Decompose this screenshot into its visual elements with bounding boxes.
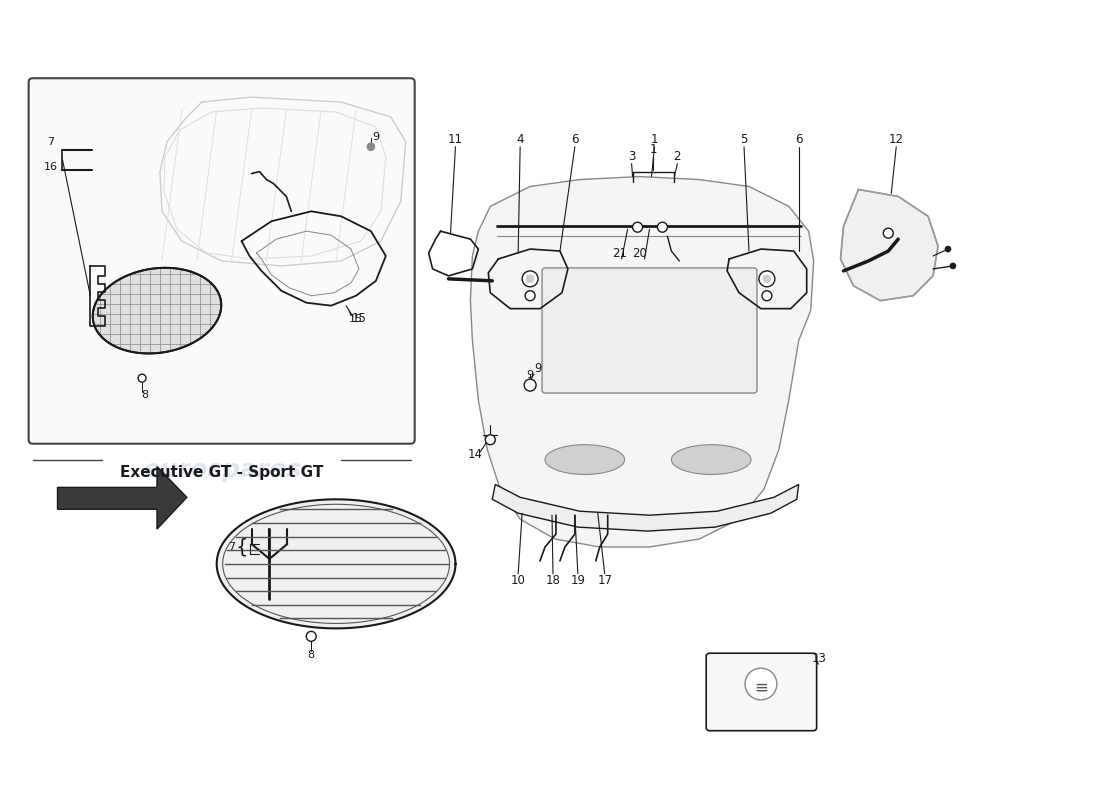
Polygon shape [471, 177, 814, 547]
Text: 3: 3 [628, 150, 636, 163]
Text: 15: 15 [352, 312, 366, 325]
Text: 8: 8 [142, 390, 148, 400]
Circle shape [139, 374, 146, 382]
Polygon shape [217, 499, 455, 629]
Circle shape [139, 374, 146, 382]
FancyBboxPatch shape [706, 654, 816, 730]
Circle shape [632, 222, 642, 232]
Text: 9: 9 [372, 132, 379, 142]
Text: 9: 9 [535, 362, 542, 374]
Text: Executive GT - Sport GT: Executive GT - Sport GT [120, 465, 323, 479]
Circle shape [526, 275, 535, 283]
Text: 7: 7 [228, 542, 235, 552]
Circle shape [762, 290, 772, 301]
Text: eurospares: eurospares [143, 458, 300, 482]
Circle shape [659, 223, 667, 231]
Text: 16: 16 [44, 162, 57, 172]
Circle shape [950, 263, 956, 269]
Circle shape [307, 632, 316, 640]
Circle shape [485, 434, 495, 445]
Text: 5: 5 [740, 134, 748, 146]
Text: 1: 1 [651, 134, 658, 146]
Text: 9: 9 [527, 370, 534, 380]
Circle shape [367, 142, 375, 150]
Circle shape [945, 246, 952, 252]
Text: 6: 6 [795, 134, 803, 146]
Text: 15: 15 [349, 314, 363, 323]
Circle shape [306, 631, 316, 642]
Text: 7: 7 [47, 137, 54, 147]
Text: eurospares: eurospares [540, 284, 698, 308]
Text: 20: 20 [632, 246, 647, 259]
Text: 1: 1 [650, 143, 657, 156]
Circle shape [658, 222, 668, 232]
Text: 19: 19 [571, 574, 585, 587]
Text: 14: 14 [468, 448, 483, 461]
Text: 21: 21 [612, 246, 627, 259]
Polygon shape [92, 268, 221, 354]
Circle shape [763, 275, 771, 283]
Circle shape [883, 228, 893, 238]
Text: eurospares: eurospares [143, 298, 300, 322]
Text: 2: 2 [673, 150, 681, 163]
Text: 4: 4 [516, 134, 524, 146]
Circle shape [522, 271, 538, 286]
Text: 11: 11 [448, 134, 463, 146]
Circle shape [634, 223, 641, 231]
Circle shape [524, 379, 536, 391]
FancyBboxPatch shape [29, 78, 415, 444]
FancyBboxPatch shape [542, 268, 757, 393]
Text: 6: 6 [571, 134, 579, 146]
Text: 13: 13 [811, 652, 826, 665]
Text: 17: 17 [597, 574, 613, 587]
Ellipse shape [544, 445, 625, 474]
Text: 18: 18 [546, 574, 560, 587]
Text: 10: 10 [510, 574, 526, 587]
Text: ≡: ≡ [754, 679, 768, 697]
Polygon shape [57, 466, 187, 529]
Ellipse shape [671, 445, 751, 474]
Circle shape [759, 271, 774, 286]
Text: 8: 8 [308, 650, 315, 660]
Text: eurospares: eurospares [540, 442, 698, 466]
Polygon shape [493, 485, 799, 531]
Text: {: { [235, 538, 248, 557]
Polygon shape [840, 190, 938, 301]
Circle shape [745, 668, 777, 700]
Text: 12: 12 [889, 134, 904, 146]
Circle shape [525, 290, 535, 301]
